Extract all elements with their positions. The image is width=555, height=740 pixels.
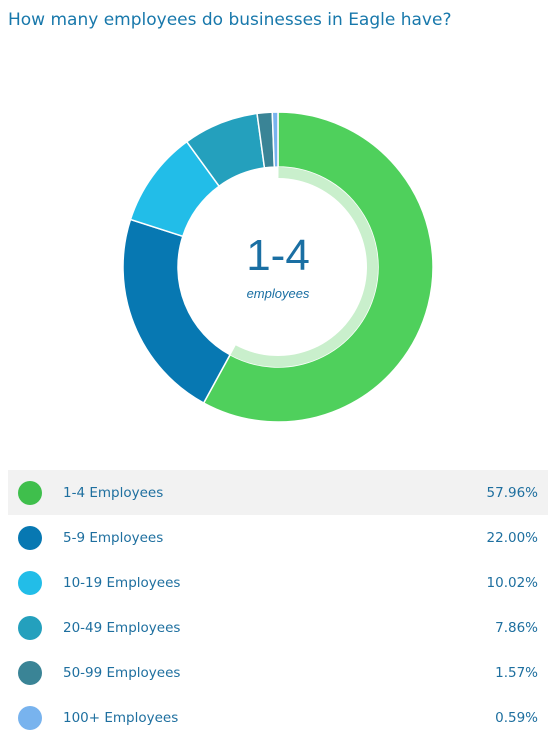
legend-label: 100+ Employees	[63, 709, 179, 726]
legend-item-100-plus[interactable]: 100+ Employees 0.59%	[8, 695, 548, 740]
donut-slice-1[interactable]	[122, 218, 232, 405]
donut-slice-5[interactable]	[271, 111, 279, 168]
legend-swatch	[18, 615, 42, 640]
legend-item-20-49[interactable]: 20-49 Employees 7.86%	[8, 605, 548, 650]
legend-label: 1-4 Employees	[63, 484, 164, 501]
legend-item-5-9[interactable]: 5-9 Employees 22.00%	[8, 515, 548, 560]
legend-label: 10-19 Employees	[63, 574, 181, 591]
legend-value: 0.59%	[495, 709, 538, 726]
legend-value: 10.02%	[486, 574, 538, 591]
legend-item-10-19[interactable]: 10-19 Employees 10.02%	[8, 560, 548, 605]
legend: 1-4 Employees 57.96% 5-9 Employees 22.00…	[8, 470, 548, 740]
legend-value: 57.96%	[486, 484, 538, 501]
legend-item-50-99[interactable]: 50-99 Employees 1.57%	[8, 650, 548, 695]
legend-value: 22.00%	[486, 529, 538, 546]
chart-title: How many employees do businesses in Eagl…	[8, 10, 452, 30]
donut-slices	[122, 111, 434, 423]
legend-swatch	[18, 705, 42, 730]
legend-label: 5-9 Employees	[63, 529, 164, 546]
donut-chart: 1-4 employees	[122, 111, 434, 423]
center-value: 1-4	[246, 231, 310, 280]
legend-label: 50-99 Employees	[63, 664, 181, 681]
legend-item-1-4[interactable]: 1-4 Employees 57.96%	[8, 470, 548, 515]
legend-swatch	[18, 570, 42, 595]
legend-swatch	[18, 525, 42, 550]
legend-swatch	[18, 660, 42, 685]
legend-label: 20-49 Employees	[63, 619, 181, 636]
center-caption: employees	[247, 286, 310, 301]
legend-swatch	[18, 480, 42, 505]
legend-value: 7.86%	[495, 619, 538, 636]
legend-value: 1.57%	[495, 664, 538, 681]
